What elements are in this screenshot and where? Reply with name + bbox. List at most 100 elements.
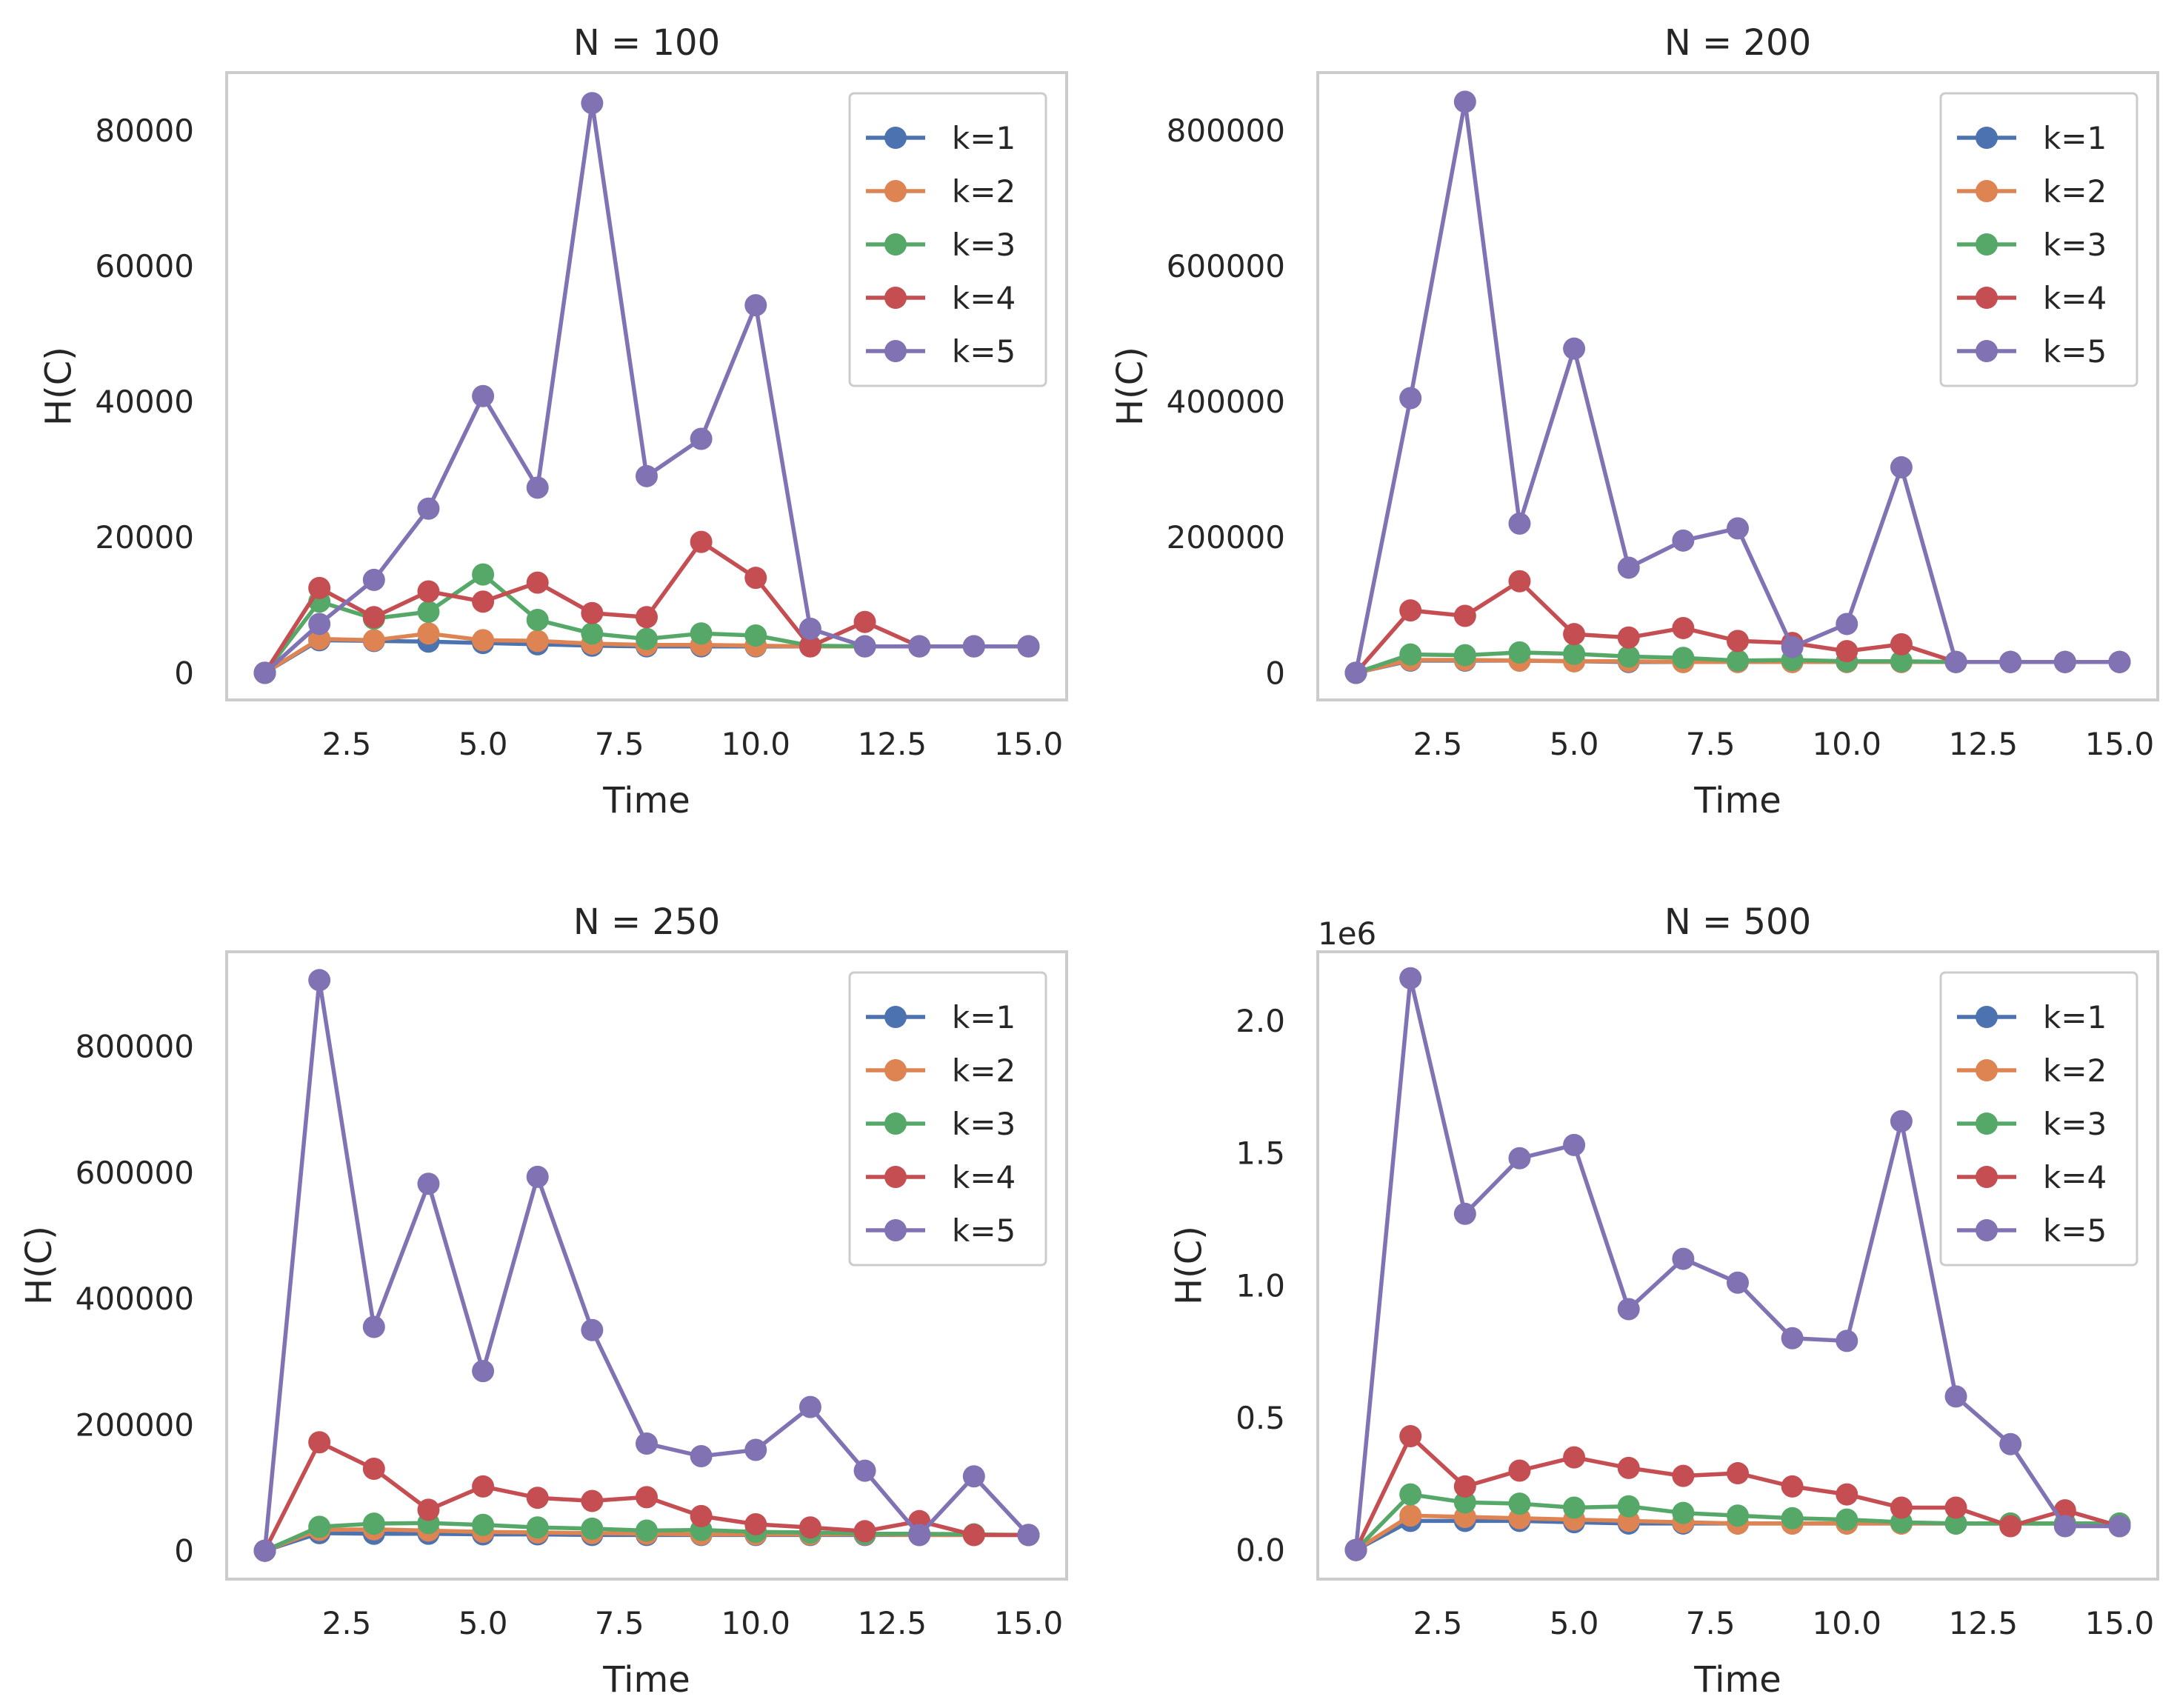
data-point-k=5 <box>799 1395 821 1418</box>
data-point-k=3 <box>636 627 658 650</box>
data-point-k=5 <box>362 568 385 591</box>
data-point-k=5 <box>308 969 331 992</box>
data-point-k=3 <box>417 600 440 623</box>
y-tick-label: 2.0 <box>1236 1003 1285 1039</box>
data-point-k=4 <box>1727 630 1749 653</box>
data-point-k=5 <box>1999 1432 2022 1455</box>
data-point-k=4 <box>1999 1515 2022 1538</box>
x-tick-label: 5.0 <box>459 1605 508 1641</box>
panel-2: N = 200 Time 0 200000 400000 600000 800000 H(C)… <box>1110 22 2159 821</box>
legend-label: k=4 <box>952 1159 1016 1195</box>
data-point-k=2 <box>417 622 440 645</box>
x-axis-label: Time <box>602 780 690 821</box>
data-point-k=4 <box>362 606 385 629</box>
legend-label: k=2 <box>2043 173 2107 210</box>
x-tick-label: 10.0 <box>1813 1605 1882 1641</box>
data-point-k=2 <box>526 630 549 653</box>
data-point-k=4 <box>417 1498 440 1521</box>
legend-marker-k=1 <box>1976 127 1998 149</box>
x-tick-label: 5.0 <box>459 726 508 762</box>
data-point-k=5 <box>636 464 658 487</box>
data-point-k=5 <box>581 92 604 115</box>
data-point-k=4 <box>1890 633 1913 655</box>
data-point-k=4 <box>962 1524 985 1547</box>
data-point-k=5 <box>1017 635 1040 658</box>
data-point-k=3 <box>472 563 495 586</box>
x-tick-label: 7.5 <box>1686 1605 1736 1641</box>
x-tick-label: 2.5 <box>1413 1605 1463 1641</box>
data-point-k=3 <box>526 1516 549 1539</box>
data-point-k=4 <box>799 635 821 658</box>
legend-marker-k=3 <box>1976 1112 1998 1135</box>
legend-marker-k=4 <box>884 1166 907 1188</box>
data-point-k=4 <box>1727 1462 1749 1485</box>
data-point-k=5 <box>1399 387 1422 410</box>
data-point-k=5 <box>417 497 440 520</box>
data-point-k=5 <box>853 635 876 658</box>
panel-3: N = 250 Time 0 200000 400000 600000 800000 H(C)… <box>19 901 1068 1701</box>
x-tick-label: 12.5 <box>858 1605 927 1641</box>
data-point-k=3 <box>581 622 604 645</box>
x-tick-label: 12.5 <box>1949 1605 2018 1641</box>
data-point-k=4 <box>1453 1475 1476 1498</box>
data-point-k=4 <box>744 1512 767 1535</box>
y-tick-label: 200000 <box>76 1407 194 1443</box>
data-point-k=3 <box>1727 649 1749 672</box>
data-point-k=4 <box>1617 626 1640 649</box>
data-point-k=5 <box>962 1465 985 1488</box>
data-point-k=5 <box>1672 1247 1695 1270</box>
x-tick-label: 5.0 <box>1550 726 1599 762</box>
data-point-k=3 <box>1672 1501 1695 1524</box>
x-tick-label: 12.5 <box>858 726 927 762</box>
data-point-k=4 <box>308 1431 331 1454</box>
y-tick-label: 20000 <box>95 519 194 556</box>
data-point-k=4 <box>1399 599 1422 622</box>
legend-box <box>1939 92 2138 387</box>
legend-marker-k=5 <box>884 340 907 362</box>
legend-label: k=4 <box>952 280 1016 316</box>
y-tick-label: 1.0 <box>1236 1267 1285 1304</box>
data-point-k=3 <box>690 622 713 645</box>
legend-label: k=1 <box>2043 120 2107 156</box>
data-point-k=3 <box>1836 1508 1858 1531</box>
legend-label: k=1 <box>952 999 1016 1035</box>
y-tick-label: 400000 <box>76 1281 194 1317</box>
legend-marker-k=4 <box>1976 1166 1998 1188</box>
data-point-k=3 <box>744 624 767 647</box>
data-point-k=2 <box>472 629 495 652</box>
data-point-k=4 <box>1563 1446 1586 1469</box>
legend-label: k=3 <box>2043 227 2107 263</box>
y-tick-label: 400000 <box>1167 384 1285 420</box>
data-point-k=5 <box>908 635 931 658</box>
axis-offset-label: 1e6 <box>1318 915 1376 952</box>
data-point-k=4 <box>1672 616 1695 639</box>
data-point-k=4 <box>1563 623 1586 646</box>
x-tick-label: 7.5 <box>1686 726 1736 762</box>
data-point-k=5 <box>908 1524 931 1547</box>
data-point-k=3 <box>1672 647 1695 670</box>
data-point-k=4 <box>362 1458 385 1481</box>
data-point-k=5 <box>1563 1133 1586 1156</box>
legend-label: k=3 <box>952 1106 1016 1142</box>
legend: k=1 k=2 k=3 k=4 k=5 <box>1939 92 2138 387</box>
x-axis-label: Time <box>602 1659 690 1701</box>
x-tick-label: 10.0 <box>721 1605 791 1641</box>
data-point-k=3 <box>1453 644 1476 667</box>
x-tick-label: 10.0 <box>1813 726 1882 762</box>
data-point-k=3 <box>581 1517 604 1540</box>
data-point-k=5 <box>308 613 331 636</box>
data-point-k=5 <box>1944 1385 1967 1408</box>
data-point-k=5 <box>1727 1271 1749 1294</box>
data-point-k=4 <box>526 571 549 594</box>
legend-marker-k=1 <box>1976 1006 1998 1028</box>
legend-marker-k=1 <box>884 1006 907 1028</box>
data-point-k=5 <box>2108 650 2131 673</box>
data-point-k=5 <box>2053 650 2076 673</box>
x-tick-label: 7.5 <box>595 726 644 762</box>
legend-marker-k=4 <box>1976 287 1998 309</box>
data-point-k=2 <box>362 629 385 652</box>
data-point-k=5 <box>744 294 767 317</box>
data-point-k=3 <box>1399 643 1422 666</box>
data-point-k=5 <box>1508 1147 1531 1170</box>
chart-title: N = 100 <box>573 22 720 64</box>
